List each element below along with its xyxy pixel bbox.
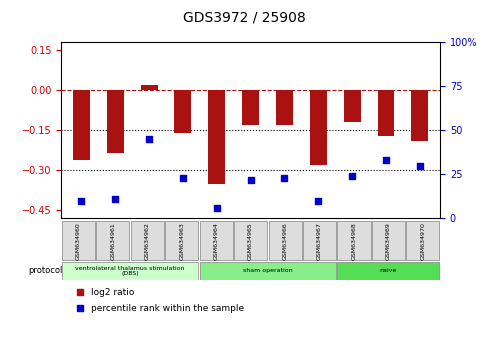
- Bar: [275, 90, 292, 125]
- Point: [76, 289, 84, 295]
- FancyBboxPatch shape: [165, 221, 198, 260]
- Text: GSM634970: GSM634970: [420, 222, 425, 259]
- Text: GSM634960: GSM634960: [76, 222, 81, 259]
- Text: GSM634964: GSM634964: [213, 222, 218, 259]
- Text: percentile rank within the sample: percentile rank within the sample: [91, 303, 244, 313]
- Bar: [174, 90, 191, 133]
- FancyBboxPatch shape: [199, 262, 335, 280]
- FancyBboxPatch shape: [371, 221, 404, 260]
- Text: ventrolateral thalamus stimulation
(DBS): ventrolateral thalamus stimulation (DBS): [75, 266, 184, 276]
- Text: sham operation: sham operation: [243, 268, 292, 273]
- Text: GSM634966: GSM634966: [282, 222, 287, 259]
- Bar: [242, 90, 259, 125]
- FancyBboxPatch shape: [130, 221, 163, 260]
- Point: [415, 163, 423, 169]
- Text: GSM634969: GSM634969: [385, 222, 390, 259]
- Point: [246, 177, 254, 182]
- Bar: [141, 85, 157, 90]
- Bar: [309, 90, 326, 165]
- Text: GSM634961: GSM634961: [110, 222, 115, 259]
- FancyBboxPatch shape: [303, 221, 335, 260]
- FancyBboxPatch shape: [268, 221, 301, 260]
- Bar: [410, 90, 427, 141]
- Text: log2 ratio: log2 ratio: [91, 288, 135, 297]
- FancyBboxPatch shape: [199, 221, 232, 260]
- Point: [111, 196, 119, 202]
- Text: GSM634963: GSM634963: [179, 222, 184, 259]
- Point: [347, 173, 355, 179]
- FancyBboxPatch shape: [96, 221, 129, 260]
- Text: GSM634967: GSM634967: [316, 222, 322, 259]
- Bar: [377, 90, 394, 136]
- Point: [78, 198, 85, 204]
- FancyBboxPatch shape: [406, 221, 439, 260]
- Text: naive: naive: [379, 268, 396, 273]
- Text: protocol: protocol: [28, 267, 62, 275]
- Point: [145, 136, 153, 142]
- FancyBboxPatch shape: [337, 262, 439, 280]
- FancyBboxPatch shape: [234, 221, 266, 260]
- Bar: [106, 90, 123, 153]
- Text: GSM634965: GSM634965: [247, 222, 253, 259]
- Bar: [73, 90, 90, 160]
- FancyBboxPatch shape: [337, 221, 370, 260]
- FancyBboxPatch shape: [61, 262, 198, 280]
- Point: [314, 198, 322, 204]
- Point: [381, 158, 389, 163]
- Text: GSM634962: GSM634962: [144, 222, 149, 259]
- Bar: [208, 90, 225, 184]
- Text: GSM634968: GSM634968: [351, 222, 356, 259]
- Point: [212, 205, 220, 211]
- FancyBboxPatch shape: [61, 221, 95, 260]
- Point: [179, 175, 186, 181]
- Point: [76, 305, 84, 311]
- Bar: [343, 90, 360, 122]
- Text: GDS3972 / 25908: GDS3972 / 25908: [183, 11, 305, 25]
- Point: [280, 175, 288, 181]
